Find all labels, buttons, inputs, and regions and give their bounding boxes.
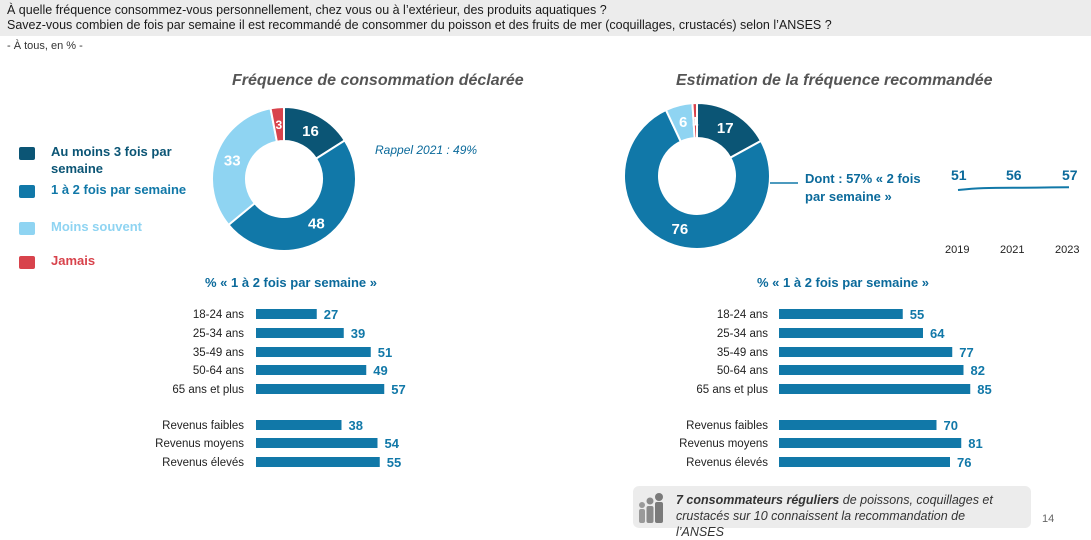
legend-label: 1 à 2 fois par semaine [51,182,187,197]
bar-value-label: 38 [349,418,363,433]
right-chart-title: Estimation de la fréquence recommandée [676,72,993,89]
callout-box: 7 consommateurs réguliers de poissons, c… [633,486,1031,539]
bar-category-label: 18-24 ans [193,309,244,321]
donut-slice [227,139,357,253]
left-bars-subhead: % « 1 à 2 fois par semaine » [205,275,377,290]
bar-category-label: Revenus élevés [162,457,244,469]
bar-category-label: 25-34 ans [193,328,244,340]
bar [256,365,367,375]
callout-text: 7 consommateurs réguliers de poissons, c… [676,492,1016,540]
bar-category-label: 65 ans et plus [172,384,244,396]
bar [256,328,344,338]
trend-line [957,186,1070,191]
base-note: - À tous, en % - [7,40,83,52]
bar-value-label: 27 [324,307,338,322]
bar-category-label: 18-24 ans [717,309,768,321]
people-icon [639,493,663,523]
bar [256,457,380,467]
legend-swatch [19,147,35,160]
bar-category-label: Revenus faibles [686,420,768,432]
donut-slice [623,108,771,250]
slice-label: 33 [224,152,241,169]
slice-label: 16 [302,123,319,140]
trend-year-label: 2021 [1000,244,1025,256]
question-line-1: À quelle fréquence consommez-vous person… [7,3,607,17]
donut-slice [211,107,279,227]
rappel-note: Rappel 2021 : 49% [375,143,478,157]
dont-note: Dont : 57% « 2 fois par semaine » [805,171,921,204]
bar-category-label: Revenus moyens [679,438,768,450]
bar [779,457,950,467]
page-number: 14 [1042,513,1055,525]
slice-label: 17 [717,120,734,137]
legend-label: Moins souvent [51,219,143,234]
trend-value-label: 56 [1006,167,1022,183]
bar [256,347,371,357]
bar [779,365,964,375]
trend-year-label: 2019 [945,244,970,256]
bar [256,420,342,430]
question-box: À quelle fréquence consommez-vous person… [0,0,1091,36]
slice-label: 1 [692,115,699,129]
bar [256,309,317,319]
bar [779,420,937,430]
legend-label: Au moins 3 fois par semaine [51,144,172,176]
trend-value-label: 57 [1062,167,1078,183]
bar [779,384,971,394]
bar-value-label: 64 [930,326,945,341]
bar [779,328,923,338]
bar-value-label: 81 [968,436,982,451]
bar-value-label: 54 [385,436,400,451]
slice-label: 76 [672,221,689,238]
left-chart-title: Fréquence de consommation déclarée [232,72,524,89]
bar-category-label: Revenus faibles [162,420,244,432]
slice-label: 6 [679,114,687,131]
bar-value-label: 85 [977,382,991,397]
bar-category-label: 65 ans et plus [696,384,768,396]
donut-slice [269,105,285,143]
bar-category-label: Revenus moyens [155,438,244,450]
bar-category-label: Revenus élevés [686,457,768,469]
donut-slice [691,101,698,140]
bar-value-label: 39 [351,326,365,341]
bar-category-label: 50-64 ans [193,365,244,377]
bar-category-label: 50-64 ans [717,365,768,377]
right-bars-subhead: % « 1 à 2 fois par semaine » [757,275,929,290]
trend-year-label: 2023 [1055,244,1080,256]
trend-value-label: 51 [951,167,967,183]
slice-label: 48 [308,215,325,232]
legend-swatch [19,222,35,235]
legend-label: Jamais [51,253,96,268]
bar [256,384,385,394]
bar-category-label: 35-49 ans [193,347,244,359]
bar-value-label: 55 [387,455,401,470]
callout-bold: 7 consommateurs réguliers [676,493,840,507]
bar-category-label: 25-34 ans [717,328,768,340]
bar [779,347,953,357]
question-line-2: Savez-vous combien de fois par semaine i… [7,18,832,32]
bar-value-label: 82 [971,363,985,378]
bar-value-label: 49 [373,363,387,378]
bar-category-label: 35-49 ans [717,347,768,359]
slice-label: 3 [275,118,282,132]
bar-value-label: 51 [378,345,392,360]
bar-value-label: 76 [957,455,971,470]
bar [779,438,962,448]
bar-value-label: 57 [391,382,405,397]
bar-value-label: 55 [910,307,924,322]
bar-value-label: 70 [944,418,958,433]
callout-rest: de poissons, coquillages et crustacés su… [676,493,993,539]
bar [779,309,903,319]
legend-swatch [19,256,35,269]
bar-value-label: 77 [959,345,973,360]
legend-swatch [19,185,35,198]
bar [256,438,378,448]
